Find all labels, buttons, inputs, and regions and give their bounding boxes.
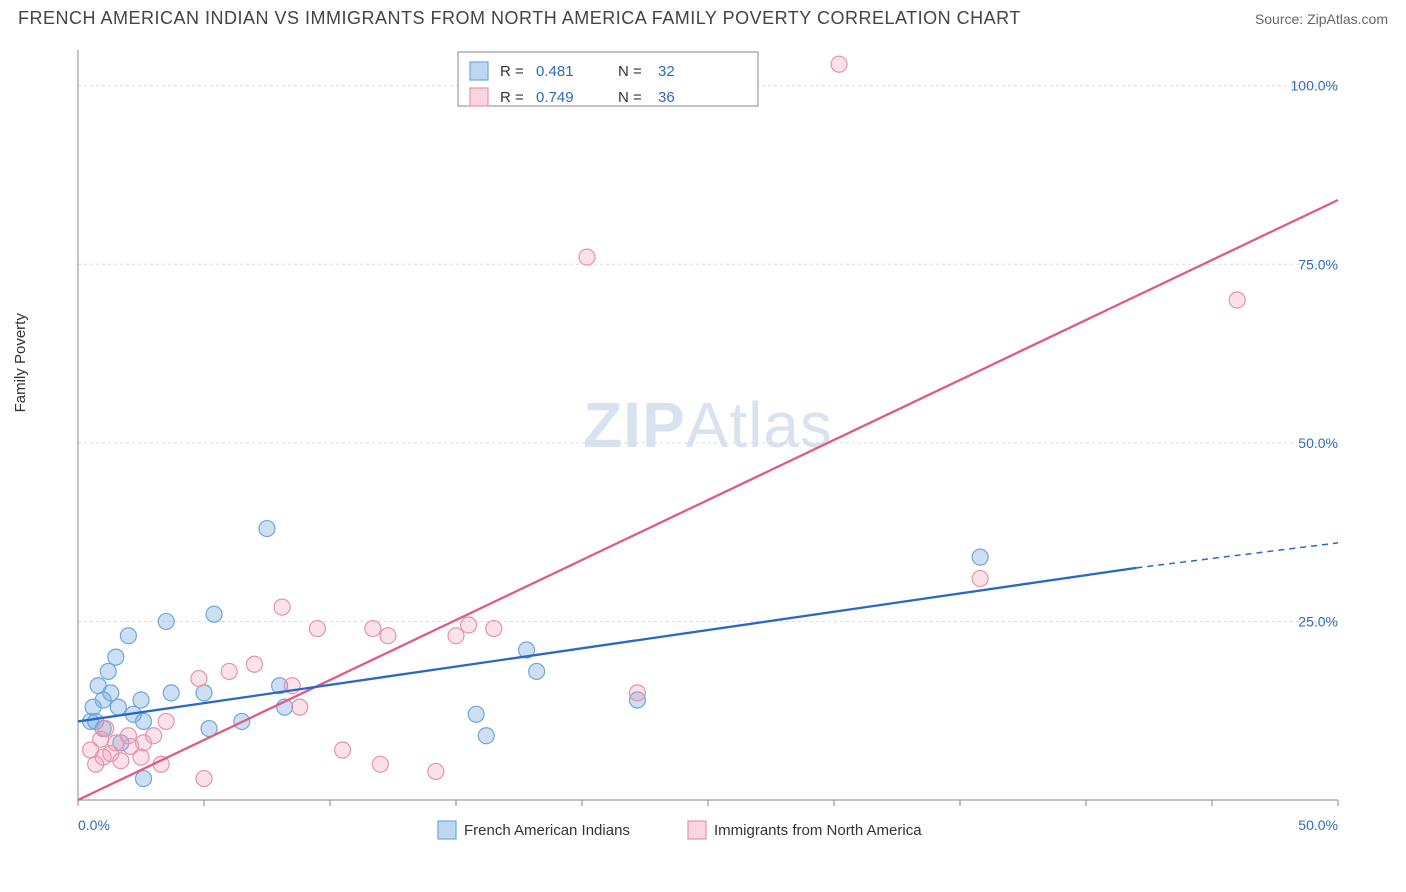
data-point — [136, 771, 152, 787]
data-point — [579, 249, 595, 265]
y-tick-label: 100.0% — [1291, 78, 1338, 94]
data-point — [478, 728, 494, 744]
data-point — [468, 706, 484, 722]
data-point — [448, 628, 464, 644]
source-label: Source: ZipAtlas.com — [1255, 11, 1388, 27]
data-point — [629, 685, 645, 701]
data-point — [196, 771, 212, 787]
trend-line-blue — [78, 568, 1136, 722]
data-point — [206, 606, 222, 622]
data-point — [428, 763, 444, 779]
data-point — [110, 699, 126, 715]
data-point — [972, 549, 988, 565]
data-point — [191, 671, 207, 687]
legend-r-value: 0.749 — [536, 89, 574, 106]
y-axis-label: Family Poverty — [12, 313, 29, 412]
data-point — [529, 663, 545, 679]
scatter-chart: ZIPAtlas 25.0% 50.0% 75.0% 100.0% 0.0% 50.0% R … — [18, 40, 1348, 860]
y-tick-label: 50.0% — [1298, 435, 1338, 451]
x-tick-label: 50.0% — [1298, 817, 1338, 833]
data-point — [292, 699, 308, 715]
data-point — [113, 753, 129, 769]
chart-container: Family Poverty ZIPAtlas25.0%50.0%75.0%10… — [18, 40, 1388, 874]
data-point — [133, 749, 149, 765]
data-point — [100, 663, 116, 679]
chart-title: FRENCH AMERICAN INDIAN VS IMMIGRANTS FRO… — [18, 8, 1021, 29]
data-point — [103, 685, 119, 701]
data-point — [136, 713, 152, 729]
legend-swatch — [470, 62, 488, 80]
data-point — [372, 756, 388, 772]
legend-n-label: N = — [618, 63, 642, 80]
legend-series-label: French American Indians — [464, 822, 630, 839]
legend-r-label: R = — [500, 89, 524, 106]
legend-swatch — [438, 821, 456, 839]
data-point — [274, 599, 290, 615]
y-tick-label: 75.0% — [1298, 256, 1338, 272]
legend-n-value: 36 — [658, 89, 675, 106]
data-point — [335, 742, 351, 758]
data-point — [365, 621, 381, 637]
data-point — [120, 628, 136, 644]
data-point — [461, 617, 477, 633]
data-point — [259, 521, 275, 537]
legend-r-label: R = — [500, 63, 524, 80]
data-point — [486, 621, 502, 637]
data-point — [163, 685, 179, 701]
x-tick-label: 0.0% — [78, 817, 110, 833]
legend-r-value: 0.481 — [536, 63, 574, 80]
watermark: ZIPAtlas — [583, 389, 833, 461]
legend-swatch — [688, 821, 706, 839]
data-point — [246, 656, 262, 672]
data-point — [380, 628, 396, 644]
data-point — [108, 649, 124, 665]
data-point — [972, 571, 988, 587]
legend-n-value: 32 — [658, 63, 675, 80]
data-point — [1229, 292, 1245, 308]
data-point — [221, 663, 237, 679]
header: FRENCH AMERICAN INDIAN VS IMMIGRANTS FRO… — [0, 0, 1406, 33]
data-point — [98, 721, 114, 737]
trend-line-blue-dash — [1136, 543, 1338, 568]
data-point — [158, 713, 174, 729]
data-point — [158, 613, 174, 629]
trend-line-pink — [78, 200, 1338, 800]
data-point — [133, 692, 149, 708]
data-point — [196, 685, 212, 701]
legend-n-label: N = — [618, 89, 642, 106]
legend-series-label: Immigrants from North America — [714, 822, 922, 839]
legend-swatch — [470, 88, 488, 106]
data-point — [831, 56, 847, 72]
y-tick-label: 25.0% — [1298, 613, 1338, 629]
data-point — [146, 728, 162, 744]
data-point — [309, 621, 325, 637]
